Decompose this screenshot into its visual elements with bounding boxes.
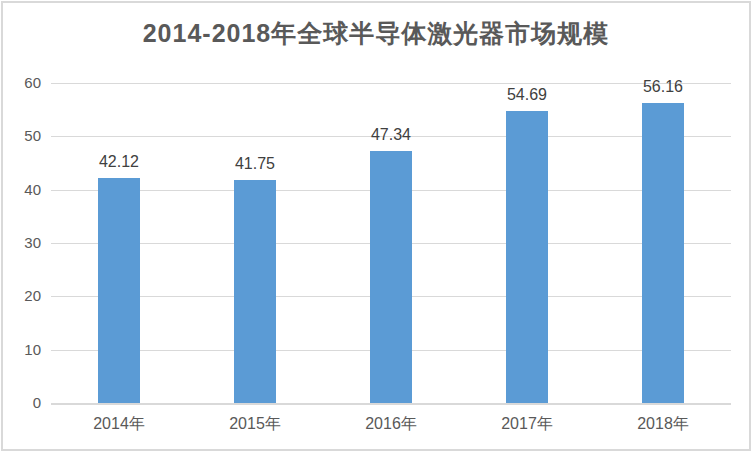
x-axis-label-2018年: 2018年 — [603, 414, 723, 435]
chart-container: 2014-2018年全球半导体激光器市场规模 42.12 41.75 47.34 54… — [1, 1, 751, 451]
bar-value-label-2014年: 42.12 — [74, 153, 164, 171]
y-axis-tick-label-20: 20 — [3, 287, 41, 304]
x-axis-label-2015年: 2015年 — [195, 414, 315, 435]
bar-2015年 — [234, 180, 276, 403]
y-axis-tick-label-30: 30 — [3, 234, 41, 251]
y-axis-tick-label-10: 10 — [3, 341, 41, 358]
bar-value-label-2018年: 56.16 — [618, 78, 708, 96]
bar-value-label-2017年: 54.69 — [482, 86, 572, 104]
chart-title: 2014-2018年全球半导体激光器市场规模 — [3, 17, 749, 50]
bar-2017年 — [506, 111, 548, 403]
y-axis-tick-label-0: 0 — [3, 394, 41, 411]
bar-2018年 — [642, 103, 684, 403]
y-axis-tick-label-50: 50 — [3, 127, 41, 144]
bar-2014年 — [98, 178, 140, 403]
y-axis-tick-label-60: 60 — [3, 74, 41, 91]
x-axis-label-2014年: 2014年 — [59, 414, 179, 435]
y-axis-tick-label-40: 40 — [3, 181, 41, 198]
plot-area: 42.1241.7547.3454.6956.16 — [51, 83, 731, 405]
x-axis-label-2017年: 2017年 — [467, 414, 587, 435]
bar-value-label-2015年: 41.75 — [210, 155, 300, 173]
bar-value-label-2016年: 47.34 — [346, 126, 436, 144]
bar-2016年 — [370, 151, 412, 403]
x-axis-label-2016年: 2016年 — [331, 414, 451, 435]
